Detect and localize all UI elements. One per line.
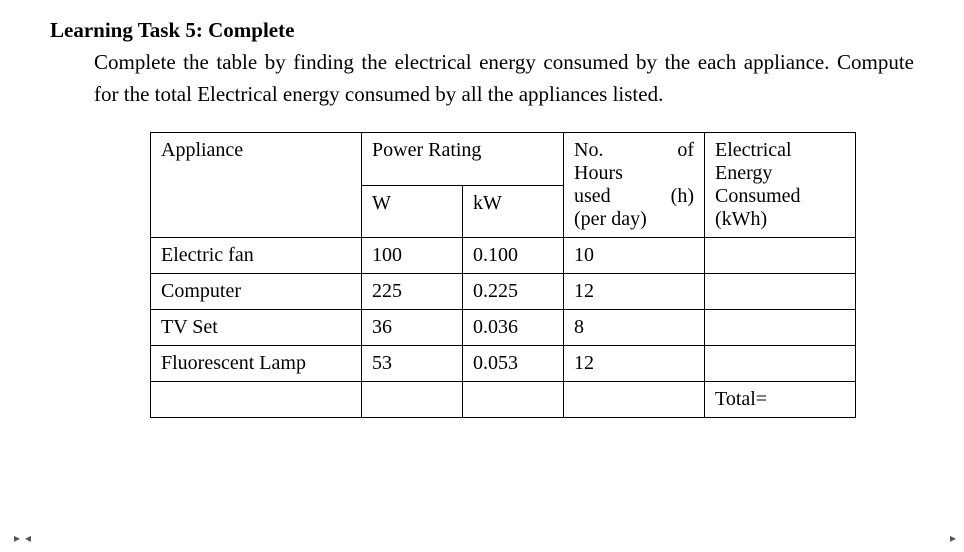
header-kw: kW xyxy=(463,185,564,238)
cell-w: 53 xyxy=(362,346,463,382)
nav-back-icon[interactable]: ◂ xyxy=(25,531,31,545)
cell-kw: 0.100 xyxy=(463,238,564,274)
cell-e xyxy=(705,238,856,274)
cell-appliance: Fluorescent Lamp xyxy=(151,346,362,382)
table-row: Computer 225 0.225 12 xyxy=(151,274,856,310)
table-row: Fluorescent Lamp 53 0.053 12 xyxy=(151,346,856,382)
header-energy-l3: Consumed xyxy=(715,185,845,208)
cell-empty xyxy=(463,382,564,418)
cell-empty xyxy=(564,382,705,418)
cell-e xyxy=(705,346,856,382)
header-hours-used: used xyxy=(574,185,611,208)
appliance-table: Appliance Power Rating No. of Hours used… xyxy=(150,132,856,418)
cell-h: 8 xyxy=(564,310,705,346)
task-description: Complete the table by finding the electr… xyxy=(94,47,914,110)
table-header-row-1: Appliance Power Rating No. of Hours used… xyxy=(151,133,856,186)
cell-kw: 0.053 xyxy=(463,346,564,382)
cell-empty xyxy=(151,382,362,418)
header-w: W xyxy=(362,185,463,238)
cell-appliance: Computer xyxy=(151,274,362,310)
page-nav: ▸ ◂ ▸ xyxy=(0,531,964,546)
header-energy-l4: (kWh) xyxy=(715,208,845,231)
cell-e xyxy=(705,274,856,310)
nav-next-icon[interactable]: ▸ xyxy=(950,531,956,546)
table-container: Appliance Power Rating No. of Hours used… xyxy=(150,132,914,418)
cell-appliance: TV Set xyxy=(151,310,362,346)
header-energy-l2: Energy xyxy=(715,162,845,185)
cell-w: 100 xyxy=(362,238,463,274)
table-row: Electric fan 100 0.100 10 xyxy=(151,238,856,274)
task-heading: Learning Task 5: Complete xyxy=(50,18,914,43)
cell-w: 225 xyxy=(362,274,463,310)
table-row: TV Set 36 0.036 8 xyxy=(151,310,856,346)
header-hours-of: of xyxy=(677,139,694,162)
header-hours-perday: (per day) xyxy=(574,208,694,231)
cell-h: 12 xyxy=(564,274,705,310)
header-hours-no: No. xyxy=(574,139,603,162)
nav-left-group: ▸ ◂ xyxy=(14,531,31,546)
cell-kw: 0.036 xyxy=(463,310,564,346)
cell-e xyxy=(705,310,856,346)
header-appliance: Appliance xyxy=(151,133,362,238)
cell-w: 36 xyxy=(362,310,463,346)
cell-total-label: Total= xyxy=(705,382,856,418)
header-power-rating: Power Rating xyxy=(362,133,564,186)
header-hours-h: (h) xyxy=(671,185,694,208)
header-energy-l1: Electrical xyxy=(715,139,845,162)
cell-h: 12 xyxy=(564,346,705,382)
header-hours: No. of Hours used (h) (per day) xyxy=(564,133,705,238)
cell-appliance: Electric fan xyxy=(151,238,362,274)
cell-empty xyxy=(362,382,463,418)
header-energy: Electrical Energy Consumed (kWh) xyxy=(705,133,856,238)
table-total-row: Total= xyxy=(151,382,856,418)
nav-prev-icon[interactable]: ▸ xyxy=(14,531,20,545)
cell-kw: 0.225 xyxy=(463,274,564,310)
page-content: Learning Task 5: Complete Complete the t… xyxy=(0,0,964,438)
header-hours-hours: Hours xyxy=(574,162,694,185)
cell-h: 10 xyxy=(564,238,705,274)
